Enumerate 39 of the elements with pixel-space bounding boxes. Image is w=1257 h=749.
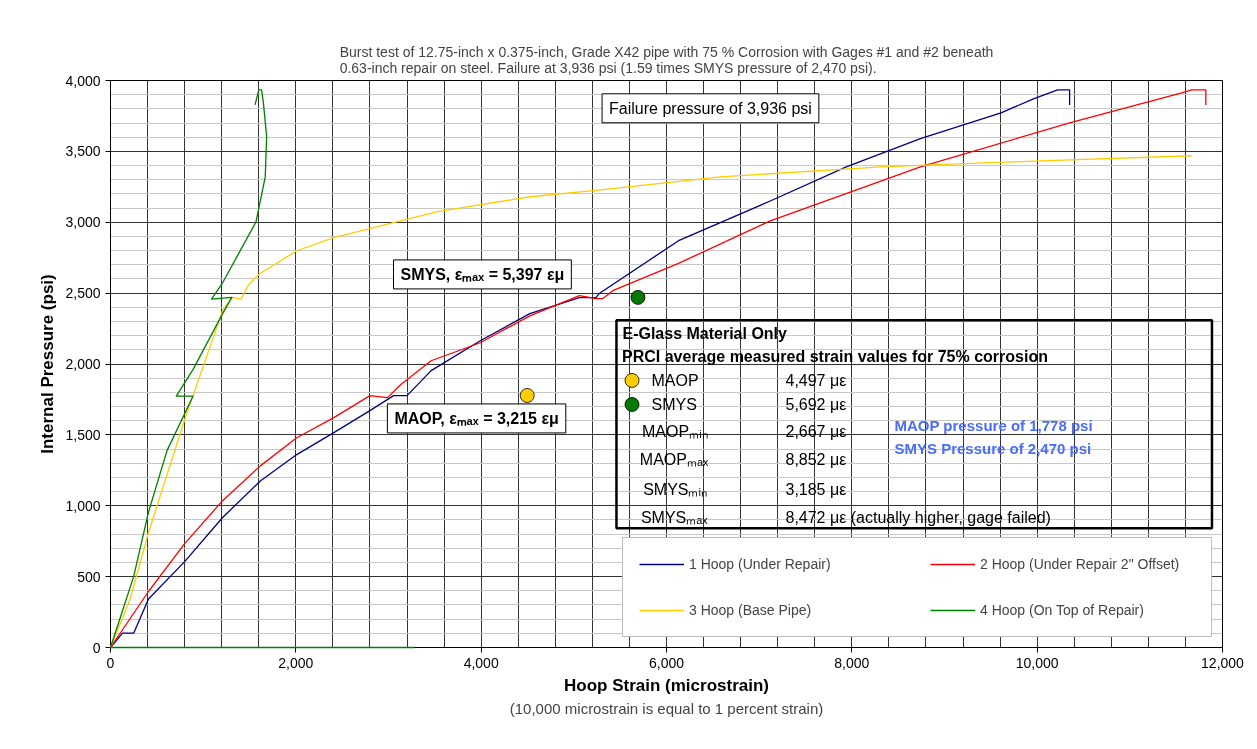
text: (10,000 microstrain is equal to 1 percent strain): [509, 699, 824, 717]
y-axis-title: Internal Pressure (psi): [38, 274, 58, 454]
y-tick-label: 2,000: [65, 356, 101, 372]
annotation: SMYSₘᵢₙ: [643, 480, 708, 498]
y-tick-label: 0: [92, 639, 101, 656]
annotation: SMYS Pressure of 2,470 psi: [894, 439, 1092, 457]
annotation: MAOPₘₐₓ: [639, 450, 709, 468]
annotation: 3,185 με: [785, 480, 847, 498]
annotation: 5,692 με: [785, 395, 847, 413]
y-tick-label: 500: [77, 568, 101, 585]
legend-label: 1 Hoop (Under Repair): [689, 555, 832, 574]
y-tick-label: 3,500: [65, 143, 101, 160]
annotation: 8,852 με: [785, 450, 847, 468]
y-tick-label: 1,500: [65, 426, 101, 443]
y-tick-label: 3,000: [65, 214, 101, 231]
legend-label: 3 Hoop (Base Pipe): [689, 601, 813, 620]
x-tick-label: 12,000: [1201, 654, 1245, 671]
y-tick-label: 2,500: [65, 285, 101, 302]
annotation: 4,497 με: [785, 371, 847, 389]
annotation: SMYS, εₘₐₓ = 5,397 εμ: [400, 265, 565, 283]
x-tick-label: 2,000: [278, 654, 314, 671]
chart-title: Burst test of 12.75-inch x 0.375-inch, Grade X42 pipe with 75 % Corrosion with Gages #1 and #2 beneath 0.63-inch repair on steel. Failure at 3,936 psi (1.59 times SMYS pressure of 2,470 psi).: [339, 43, 994, 76]
annotation: E-Glass Material Only: [622, 325, 788, 343]
y-tick-label: 1,000: [65, 497, 101, 514]
annotation: Failure pressure of 3,936 psi: [609, 99, 812, 117]
x-tick-label: 0: [106, 654, 115, 671]
annotation: SMYSₘₐₓ: [640, 508, 709, 526]
x-tick-label: 6,000: [648, 654, 685, 671]
y-tick-label: 4,000: [65, 72, 101, 89]
legend-label: MAOP: [651, 371, 699, 389]
x-tick-label: 8,000: [834, 654, 870, 671]
legend-label: SMYS: [651, 395, 697, 413]
annotation: 8,472 με (actually higher, gage failed): [785, 508, 1051, 526]
legend-label: 2 Hoop (Under Repair 2" Offset): [980, 555, 1181, 574]
x-axis-title: Hoop Strain (microstrain): [564, 675, 769, 695]
annotation: MAOP, εₘₐₓ = 3,215 εμ: [394, 409, 559, 427]
x-tick-label: 10,000: [1015, 654, 1059, 671]
x-tick-label: 4,000: [463, 654, 499, 671]
legend-label: 4 Hoop (On Top of Repair): [980, 601, 1145, 620]
